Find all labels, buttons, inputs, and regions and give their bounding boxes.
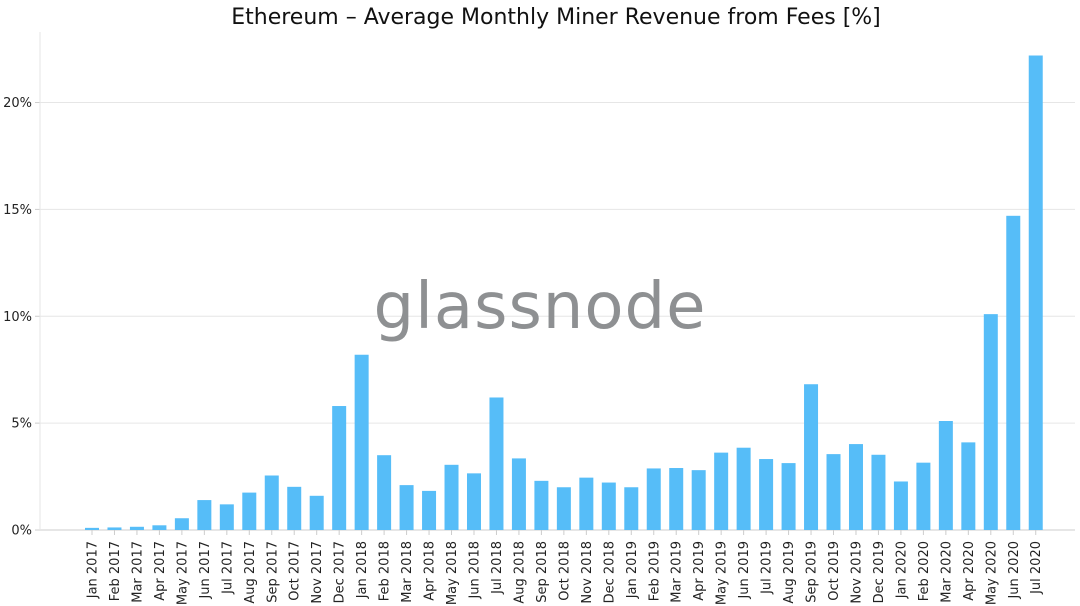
x-tick-label: Oct 2019 (827, 541, 842, 601)
x-tick-label: May 2020 (984, 541, 999, 605)
bar (893, 481, 908, 530)
y-tick-label: 15% (3, 203, 32, 218)
bar (1006, 215, 1021, 530)
bar (377, 455, 392, 530)
x-tick-label: Apr 2020 (962, 541, 977, 601)
x-tick-label: Mar 2017 (130, 541, 145, 603)
bar (983, 314, 998, 530)
x-tick-label: Nov 2017 (310, 541, 325, 604)
bar (938, 421, 953, 530)
x-tick-label: Jan 2019 (625, 541, 640, 599)
bar (152, 525, 167, 530)
glassnode-watermark: glassnode (373, 270, 706, 344)
bar (85, 527, 99, 530)
bar (826, 454, 841, 530)
x-tick-label: Jan 2017 (86, 541, 101, 599)
bar (781, 463, 796, 530)
bar (714, 452, 729, 530)
bar (422, 490, 437, 530)
x-tick-label: May 2017 (175, 541, 190, 605)
x-tick-label: Jun 2017 (198, 541, 213, 600)
x-tick-label: Mar 2018 (400, 541, 415, 603)
bar (1028, 55, 1043, 530)
x-tick-label: Jun 2018 (467, 541, 482, 600)
bar (736, 447, 751, 530)
x-tick-label: Oct 2017 (288, 541, 303, 601)
bar (871, 454, 886, 530)
bar (444, 464, 459, 530)
bar (309, 495, 324, 530)
x-tick-label: Jun 2020 (1007, 541, 1022, 600)
bar (691, 470, 706, 530)
x-tick-label: May 2019 (715, 541, 730, 605)
x-tick-label: Aug 2019 (782, 541, 797, 604)
bar (219, 504, 234, 530)
y-tick-label: 10% (3, 310, 32, 325)
x-tick-label: Nov 2019 (849, 541, 864, 604)
bar (264, 475, 279, 530)
y-axis: 0% 5% 10% 15% 20% (3, 32, 41, 539)
x-tick-label: Dec 2017 (333, 541, 348, 603)
x-tick-label: Apr 2017 (153, 541, 168, 601)
bar (759, 459, 774, 530)
x-tick-label: Jul 2019 (760, 541, 775, 595)
x-axis: Jan 2017 Feb 2017 Mar 2017 Apr 2017 May 2017… (86, 530, 1044, 605)
bar (511, 458, 526, 530)
x-tick-label: Jan 2020 (894, 541, 909, 599)
x-tick-label: Feb 2019 (647, 541, 662, 601)
x-tick-label: Nov 2018 (580, 541, 595, 604)
bar (354, 354, 369, 530)
bar (804, 384, 819, 530)
y-tick-label: 20% (3, 96, 32, 111)
bar (556, 487, 571, 530)
x-tick-label: Aug 2017 (243, 541, 258, 604)
x-tick-label: Apr 2018 (423, 541, 438, 601)
x-tick-label: Mar 2019 (670, 541, 685, 603)
bar (961, 442, 976, 530)
bar (466, 473, 481, 530)
bar (601, 482, 616, 530)
x-tick-label: May 2018 (445, 541, 460, 605)
x-tick-label: Oct 2018 (557, 541, 572, 601)
bar (107, 527, 122, 530)
x-tick-label: Feb 2018 (378, 541, 393, 601)
y-tick-label: 5% (11, 417, 32, 432)
bar (197, 500, 212, 530)
bar (646, 468, 661, 530)
x-tick-label: Jul 2018 (490, 541, 505, 595)
x-tick-label: Apr 2019 (692, 541, 707, 601)
x-tick-label: Sep 2017 (265, 541, 280, 603)
x-tick-label: Jan 2018 (355, 541, 370, 599)
bar (534, 480, 549, 530)
x-tick-label: Sep 2018 (535, 541, 550, 603)
x-tick-label: Jul 2017 (220, 541, 235, 595)
bar (669, 468, 684, 530)
x-tick-label: Dec 2018 (602, 541, 617, 603)
bar (579, 477, 594, 530)
x-tick-label: Feb 2020 (917, 541, 932, 601)
bar-series (85, 55, 1043, 530)
chart-title: Ethereum – Average Monthly Miner Revenue… (231, 5, 881, 30)
x-tick-label: Jul 2020 (1029, 541, 1044, 595)
bar (399, 485, 414, 530)
x-tick-label: Feb 2017 (108, 541, 123, 601)
bar (332, 406, 347, 530)
bar (242, 492, 257, 530)
bar (174, 518, 189, 530)
x-tick-label: Dec 2019 (872, 541, 887, 603)
y-tick-label: 0% (11, 524, 32, 539)
bar (848, 444, 863, 530)
bar (916, 462, 931, 530)
x-tick-label: Mar 2020 (939, 541, 954, 603)
bar (624, 487, 639, 530)
x-tick-label: Jun 2019 (737, 541, 752, 600)
bar (129, 526, 144, 530)
bar (489, 397, 504, 530)
bar (287, 486, 302, 530)
x-tick-label: Aug 2018 (512, 541, 527, 604)
x-tick-label: Sep 2019 (805, 541, 820, 603)
